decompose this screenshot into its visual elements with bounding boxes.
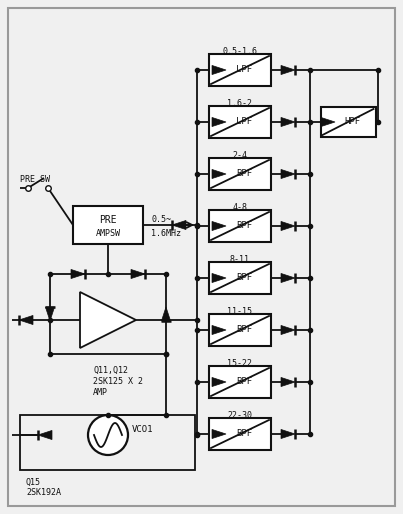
Polygon shape — [281, 170, 295, 178]
Text: AMPSW: AMPSW — [96, 229, 120, 237]
Polygon shape — [71, 269, 85, 279]
Bar — [73, 206, 143, 244]
Bar — [209, 158, 271, 190]
Text: BPF: BPF — [236, 377, 252, 387]
Text: BPF: BPF — [236, 170, 252, 178]
Text: BPF: BPF — [236, 222, 252, 230]
Text: PRE SW: PRE SW — [20, 175, 50, 185]
Polygon shape — [281, 430, 295, 438]
Bar — [209, 210, 271, 242]
Polygon shape — [321, 118, 335, 126]
Text: 0.5~: 0.5~ — [151, 215, 171, 225]
Text: 1.6-2: 1.6-2 — [228, 99, 253, 108]
Text: VCO1: VCO1 — [132, 426, 154, 434]
Text: PRE: PRE — [99, 215, 117, 225]
Text: 0.5-1.6: 0.5-1.6 — [222, 47, 258, 56]
Text: 2SK125 X 2: 2SK125 X 2 — [93, 377, 143, 386]
Polygon shape — [172, 221, 186, 230]
Polygon shape — [212, 170, 226, 178]
Polygon shape — [212, 118, 226, 126]
Text: 8-11: 8-11 — [230, 255, 250, 264]
Text: 15-22: 15-22 — [228, 359, 253, 368]
Bar — [209, 54, 271, 86]
Polygon shape — [281, 222, 295, 231]
Polygon shape — [281, 118, 295, 126]
Polygon shape — [281, 65, 295, 75]
Bar — [209, 418, 271, 450]
Polygon shape — [212, 430, 226, 438]
Bar — [209, 366, 271, 398]
Text: 22-30: 22-30 — [228, 411, 253, 420]
Bar — [209, 106, 271, 138]
Text: 1.6MHz: 1.6MHz — [151, 229, 181, 237]
Text: 2SK192A: 2SK192A — [26, 488, 61, 497]
Text: 4-8: 4-8 — [233, 203, 247, 212]
Polygon shape — [212, 65, 226, 75]
Text: Q11,Q12: Q11,Q12 — [93, 366, 128, 375]
Bar — [20, 415, 195, 470]
Polygon shape — [131, 269, 145, 279]
Polygon shape — [212, 325, 226, 335]
Text: BPF: BPF — [236, 430, 252, 438]
Polygon shape — [19, 316, 33, 324]
Bar — [209, 314, 271, 346]
Text: LPF: LPF — [236, 118, 252, 126]
Polygon shape — [212, 377, 226, 387]
Text: BPF: BPF — [236, 273, 252, 283]
Bar — [320, 107, 376, 137]
Polygon shape — [46, 307, 54, 321]
Polygon shape — [38, 430, 52, 439]
Polygon shape — [212, 222, 226, 231]
Text: HPF: HPF — [344, 118, 360, 126]
Polygon shape — [212, 273, 226, 283]
Text: AMP: AMP — [93, 388, 108, 397]
Circle shape — [88, 415, 128, 455]
Text: LPF: LPF — [236, 65, 252, 75]
Polygon shape — [281, 273, 295, 283]
Polygon shape — [281, 325, 295, 335]
Polygon shape — [281, 377, 295, 387]
Text: 2-4: 2-4 — [233, 151, 247, 160]
Text: Q15: Q15 — [26, 478, 41, 487]
Polygon shape — [80, 292, 136, 348]
Bar — [209, 262, 271, 294]
Text: 11-15: 11-15 — [228, 307, 253, 316]
Polygon shape — [162, 307, 170, 321]
Text: BPF: BPF — [236, 325, 252, 335]
